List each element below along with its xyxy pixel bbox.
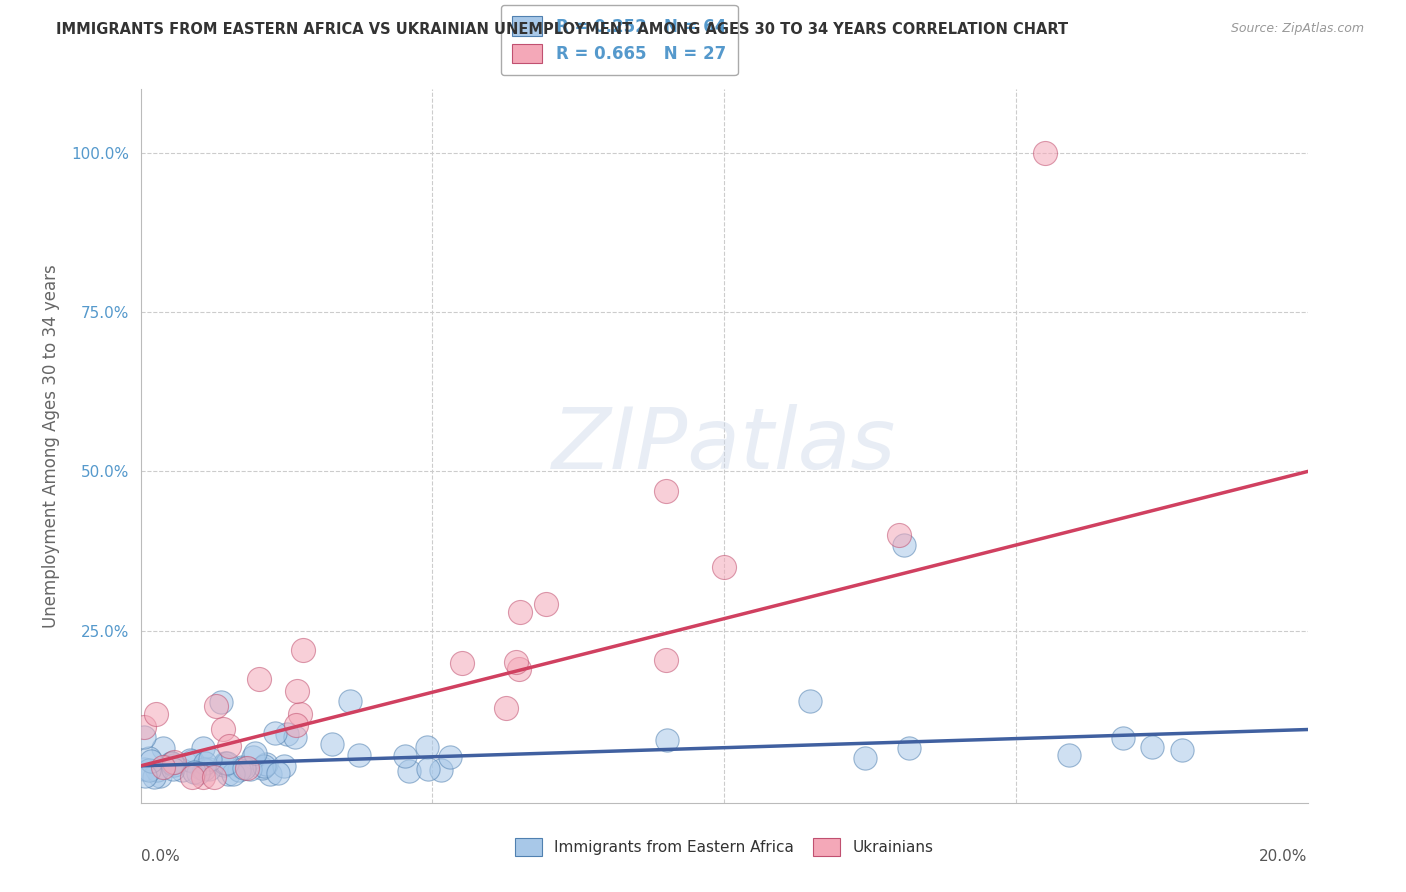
Point — [1171, 743, 1194, 757]
Point — [212, 758, 235, 772]
Legend: Immigrants from Eastern Africa, Ukrainians: Immigrants from Eastern Africa, Ukrainia… — [505, 828, 943, 866]
Point — [398, 764, 420, 778]
Point — [180, 770, 202, 784]
Point — [163, 758, 186, 772]
Point — [152, 741, 174, 756]
Point — [439, 749, 461, 764]
Point — [285, 684, 308, 698]
Point — [145, 706, 167, 721]
Point — [218, 739, 240, 753]
Point — [1112, 731, 1135, 746]
Point — [536, 597, 558, 611]
Point — [179, 753, 201, 767]
Point — [233, 761, 256, 775]
Point — [170, 763, 193, 777]
Point — [250, 761, 273, 775]
Point — [209, 695, 232, 709]
Point — [160, 756, 183, 770]
Point — [1033, 145, 1056, 160]
Point — [259, 766, 281, 780]
Point — [267, 766, 290, 780]
Point — [655, 732, 678, 747]
Point — [152, 760, 174, 774]
Point — [134, 769, 156, 783]
Point — [1140, 739, 1163, 754]
Point — [212, 722, 235, 736]
Point — [239, 762, 262, 776]
Point — [416, 762, 439, 776]
Point — [163, 755, 186, 769]
Point — [193, 741, 215, 756]
Point — [505, 655, 527, 669]
Point — [138, 751, 160, 765]
Y-axis label: Unemployment Among Ages 30 to 34 years: Unemployment Among Ages 30 to 34 years — [42, 264, 60, 628]
Point — [235, 761, 257, 775]
Point — [394, 748, 416, 763]
Point — [159, 756, 181, 770]
Point — [132, 720, 155, 734]
Point — [889, 528, 911, 542]
Point — [1057, 747, 1080, 762]
Point — [215, 756, 238, 771]
Text: 20.0%: 20.0% — [1260, 849, 1308, 864]
Point — [897, 741, 920, 756]
Point — [221, 767, 243, 781]
Point — [853, 751, 876, 765]
Text: Source: ZipAtlas.com: Source: ZipAtlas.com — [1230, 22, 1364, 36]
Point — [254, 756, 277, 771]
Point — [508, 662, 530, 676]
Point — [194, 756, 217, 770]
Point — [893, 538, 915, 552]
Point — [132, 762, 155, 776]
Point — [198, 762, 221, 776]
Point — [242, 750, 264, 764]
Point — [284, 730, 307, 744]
Point — [183, 765, 205, 780]
Point — [276, 727, 298, 741]
Point — [200, 752, 222, 766]
Point — [321, 737, 343, 751]
Point — [799, 694, 821, 708]
Point — [429, 763, 451, 777]
Point — [214, 756, 236, 771]
Point — [655, 483, 678, 498]
Point — [204, 698, 226, 713]
Point — [273, 759, 295, 773]
Point — [713, 560, 735, 574]
Point — [191, 770, 214, 784]
Point — [146, 763, 169, 777]
Point — [218, 766, 240, 780]
Point — [132, 730, 155, 744]
Point — [149, 769, 172, 783]
Text: IMMIGRANTS FROM EASTERN AFRICA VS UKRAINIAN UNEMPLOYMENT AMONG AGES 30 TO 34 YEA: IMMIGRANTS FROM EASTERN AFRICA VS UKRAIN… — [56, 22, 1069, 37]
Point — [292, 643, 315, 657]
Point — [243, 747, 266, 761]
Point — [202, 770, 225, 784]
Text: 0.0%: 0.0% — [141, 849, 180, 864]
Point — [655, 653, 678, 667]
Point — [290, 707, 312, 722]
Point — [450, 656, 472, 670]
Point — [247, 672, 270, 686]
Point — [285, 718, 308, 732]
Point — [264, 726, 287, 740]
Point — [193, 762, 215, 776]
Point — [180, 754, 202, 768]
Point — [162, 762, 184, 776]
Point — [349, 748, 371, 763]
Point — [143, 770, 166, 784]
Point — [187, 765, 209, 780]
Point — [509, 605, 531, 619]
Point — [495, 700, 517, 714]
Point — [138, 763, 160, 777]
Text: ZIPatlas: ZIPatlas — [553, 404, 896, 488]
Point — [190, 761, 212, 775]
Point — [253, 759, 276, 773]
Point — [416, 739, 439, 754]
Point — [228, 763, 250, 777]
Point — [231, 760, 253, 774]
Point — [339, 693, 361, 707]
Point — [141, 754, 163, 768]
